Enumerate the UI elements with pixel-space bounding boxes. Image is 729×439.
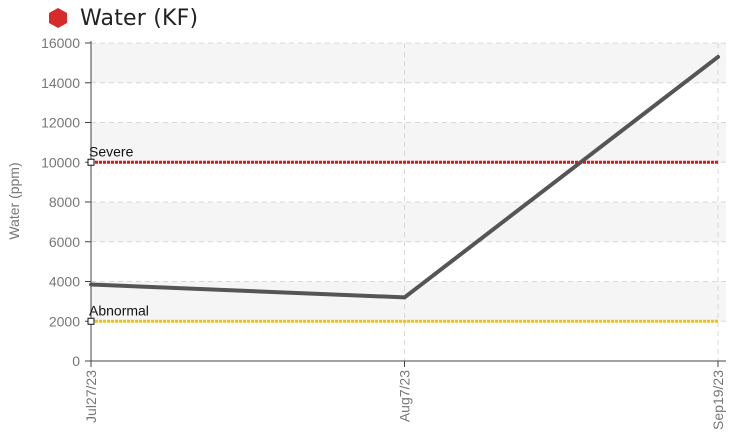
background-bands — [91, 43, 726, 322]
y-tick-label: 14000 — [41, 75, 80, 91]
chart-title: Water (KF) — [80, 5, 199, 31]
axes — [85, 41, 726, 367]
data-series — [89, 54, 720, 300]
data-point — [403, 295, 406, 299]
y-tick-labels: 0 2000 4000 6000 8000 10000 12000 14000 16000 — [41, 35, 80, 369]
y-tick-label: 2000 — [49, 313, 80, 329]
y-tick-label: 12000 — [41, 115, 80, 131]
grid-band — [91, 122, 726, 163]
x-tick-label: Sep19/23 — [710, 370, 726, 430]
threshold-label: Severe — [89, 143, 134, 159]
grid-band — [91, 202, 726, 242]
threshold-marker — [87, 158, 95, 166]
y-tick-label: 0 — [72, 353, 80, 369]
hexagon-icon — [49, 8, 67, 28]
y-tick-label: 6000 — [49, 234, 80, 250]
data-point — [89, 282, 93, 286]
threshold-label: Abnormal — [89, 302, 149, 318]
threshold-lines: Severe Abnormal — [87, 143, 718, 325]
x-tick-label: Jul27/23 — [83, 370, 99, 423]
y-tick-label: 10000 — [41, 154, 80, 170]
x-tick-labels: Jul27/23 Aug7/23 Sep19/23 — [83, 370, 726, 430]
y-tick-label: 16000 — [41, 35, 80, 51]
grid-band — [91, 43, 726, 83]
x-tick-label: Aug7/23 — [397, 370, 413, 422]
threshold-marker — [87, 317, 95, 325]
data-point — [716, 55, 720, 59]
y-axis-label: Water (ppm) — [6, 162, 22, 239]
y-tick-label: 8000 — [49, 194, 80, 210]
y-tick-label: 4000 — [49, 274, 80, 290]
chart-header: Water (KF) — [48, 4, 198, 32]
